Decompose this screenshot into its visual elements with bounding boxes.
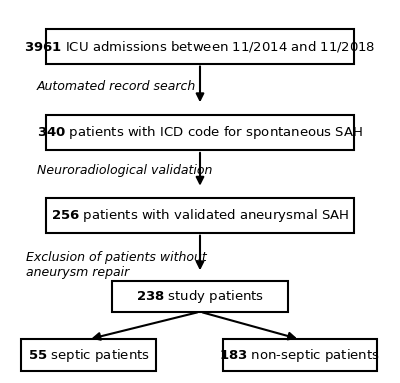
Bar [22, 339, 156, 371]
Text: $\mathbf{183}$ non-septic patients: $\mathbf{183}$ non-septic patients [220, 347, 380, 363]
Text: $\mathbf{55}$ septic patients: $\mathbf{55}$ septic patients [28, 347, 150, 363]
Text: Neuroradiological validation: Neuroradiological validation [37, 164, 212, 177]
Text: Automated record search: Automated record search [37, 80, 196, 93]
Text: Exclusion of patients without
aneurysm repair: Exclusion of patients without aneurysm r… [26, 251, 207, 279]
Bar [46, 29, 354, 64]
Bar [223, 339, 377, 371]
Bar [112, 281, 288, 312]
Text: $\mathbf{340}$ patients with ICD code for spontaneous SAH: $\mathbf{340}$ patients with ICD code fo… [37, 124, 363, 141]
Text: $\mathbf{3961}$ ICU admissions between 11/2014 and 11/2018: $\mathbf{3961}$ ICU admissions between 1… [24, 39, 376, 54]
Bar [46, 198, 354, 233]
Text: $\mathbf{256}$ patients with validated aneurysmal SAH: $\mathbf{256}$ patients with validated a… [51, 207, 349, 224]
Bar [46, 115, 354, 150]
Text: $\mathbf{238}$ study patients: $\mathbf{238}$ study patients [136, 288, 264, 305]
